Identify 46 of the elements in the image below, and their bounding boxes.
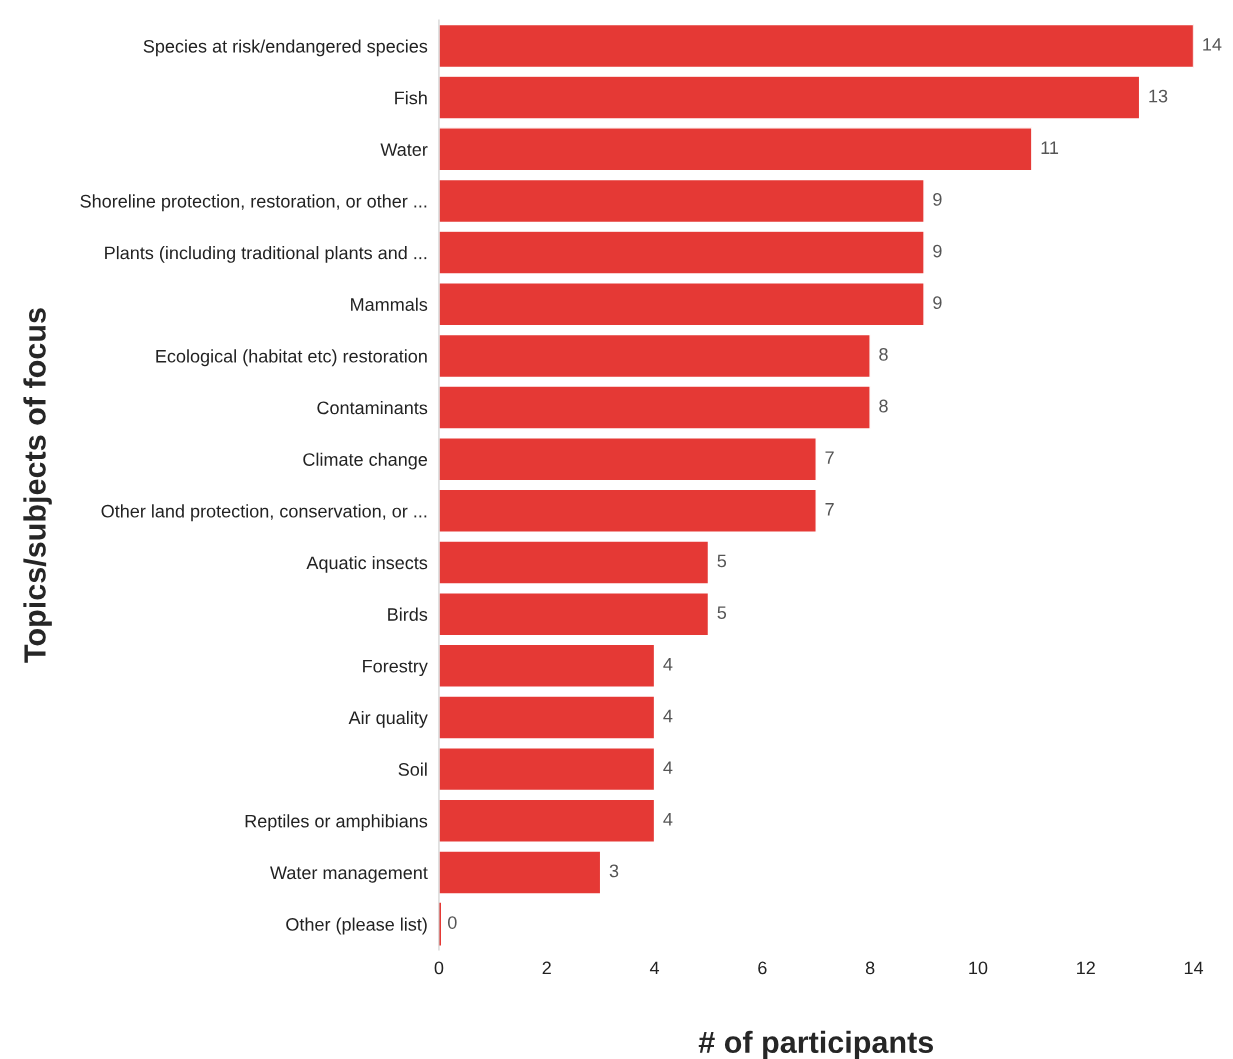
x-tick-label: 0	[434, 961, 444, 975]
data-label: 5	[717, 554, 727, 568]
y-tick-label: Ecological (habitat etc) restoration	[156, 349, 427, 367]
x-tick-label: 12	[1077, 961, 1095, 975]
y-tick-label: Water	[380, 143, 428, 156]
y-axis-title: Topics/subjects of focus	[23, 308, 52, 663]
data-label: 11	[1041, 141, 1059, 154]
x-tick-label: 2	[542, 961, 551, 975]
y-tick-label: Species at risk/endangered species	[143, 39, 428, 57]
x-axis-title: # of participants	[698, 1030, 933, 1059]
x-tick-label: 6	[758, 961, 767, 975]
y-tick-label: Birds	[388, 607, 428, 621]
data-label: 5	[717, 606, 727, 620]
y-tick-label: Water management	[270, 866, 428, 883]
data-label: 8	[879, 399, 888, 413]
data-label: 9	[933, 192, 942, 206]
y-tick-label: Air quality	[348, 710, 428, 728]
x-tick-label: 10	[969, 961, 988, 975]
y-tick-label: Soil	[398, 762, 427, 776]
data-label: 4	[663, 813, 673, 826]
data-label: 13	[1149, 89, 1168, 103]
data-label: 3	[609, 864, 619, 878]
x-tick-label: 8	[865, 961, 875, 975]
data-label: 4	[663, 761, 673, 774]
y-tick-label: Plants (including traditional plants and ...	[105, 246, 427, 263]
y-tick-label: Mammals	[351, 297, 428, 311]
data-label: 4	[663, 709, 673, 723]
y-tick-label: Aquatic insects	[306, 555, 428, 573]
y-tick-label: Forestry	[363, 659, 428, 677]
data-label: 8	[879, 347, 888, 361]
y-tick-label: Contaminants	[317, 401, 428, 415]
data-label: 7	[825, 451, 834, 464]
data-label: 4	[663, 658, 673, 671]
x-tick-label: 4	[649, 961, 660, 975]
data-label: 9	[933, 296, 942, 310]
y-tick-label: Other land protection, conservation, or ...	[101, 504, 427, 522]
y-tick-label: Reptiles or amphibians	[245, 814, 428, 832]
data-label: 9	[933, 244, 942, 258]
data-label: 14	[1203, 38, 1222, 51]
data-label: 7	[825, 503, 834, 516]
y-tick-label: Shoreline protection, restoration, or other ...	[80, 194, 427, 212]
data-label: 0	[447, 916, 457, 929]
y-tick-label: Other (please list)	[286, 917, 427, 935]
y-tick-label: Climate change	[303, 452, 428, 470]
x-tick-label: 14	[1184, 961, 1204, 975]
y-tick-label: Fish	[395, 91, 427, 105]
